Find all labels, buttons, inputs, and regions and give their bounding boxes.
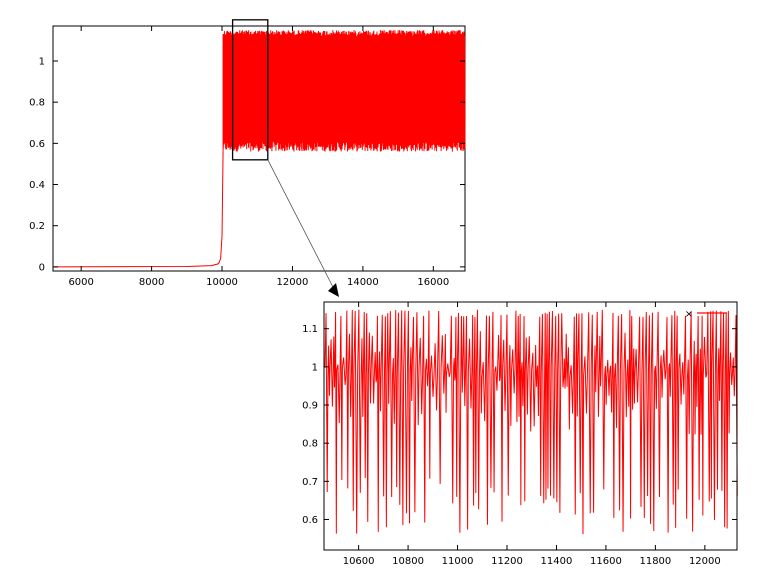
zoom-x-tick-label: 11800 [639,556,671,567]
zoom-series [324,309,738,535]
zoom-y-tick-label: 0.6 [302,515,318,526]
zoom-x-tick-label: 10800 [392,556,424,567]
connector-line [267,159,336,292]
overview-x-tick-label: 6000 [68,277,93,288]
zoom-y-tick-label: 1 [312,362,318,373]
zoom-y-tick-label: 0.7 [302,477,318,488]
overview-oscillation-line [222,30,466,152]
zoom-legend: × [685,309,727,320]
zoom-x-tick-label: 11600 [590,556,622,567]
overview-y-tick-label: 0.8 [29,98,45,109]
zoom-oscillation-line [324,309,738,535]
zoom-connector-arrow [267,159,339,297]
overview-y-tick-label: 0 [39,262,45,273]
arrowhead-icon [328,283,339,297]
overview-x-tick-label: 8000 [139,277,164,288]
legend-marker-icon: × [685,309,693,320]
zoom-x-tick-label: 11400 [541,556,573,567]
zoom-y-tick-label: 0.9 [302,401,318,412]
zoom-x-tick-label: 10600 [343,556,375,567]
overview-y-tick-label: 0.2 [29,221,45,232]
overview-x-tick-label: 14000 [347,277,379,288]
overview-series [52,30,466,268]
zoom-x-tick-label: 12000 [689,556,721,567]
overview-chart: 6000 8000 10000 12000 14000 16000 0 0.2 0.4 0.6 0.… [29,19,466,288]
overview-x-tick-label: 12000 [277,277,309,288]
zoom-x-tick-label: 11000 [442,556,474,567]
overview-x-tick-label: 10000 [206,277,238,288]
overview-y-tick-label: 1 [39,57,45,68]
zoom-plot-frame [323,301,738,551]
overview-ticks: 6000 8000 10000 12000 14000 16000 0 0.2 0.4 0.6 0.… [29,26,465,288]
zoom-y-tick-label: 0.8 [302,439,318,450]
overview-x-tick-label: 16000 [417,277,449,288]
zoom-y-tick-label: 1.1 [302,324,318,335]
zoom-ticks: 10600 10800 11000 11200 11400 11600 11800 12000… [302,302,737,567]
overview-baseline-line [52,151,224,268]
overview-y-tick-label: 0.6 [29,139,45,150]
overview-y-tick-label: 0.4 [29,180,45,191]
zoom-chart: 10600 10800 11000 11200 11400 11600 11800 12000… [302,301,738,567]
zoom-x-tick-label: 11200 [491,556,523,567]
zoom-region-box [231,19,269,161]
